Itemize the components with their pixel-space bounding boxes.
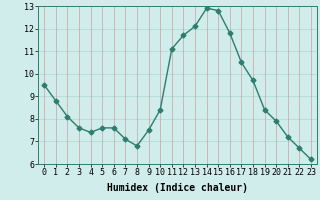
X-axis label: Humidex (Indice chaleur): Humidex (Indice chaleur) xyxy=(107,183,248,193)
